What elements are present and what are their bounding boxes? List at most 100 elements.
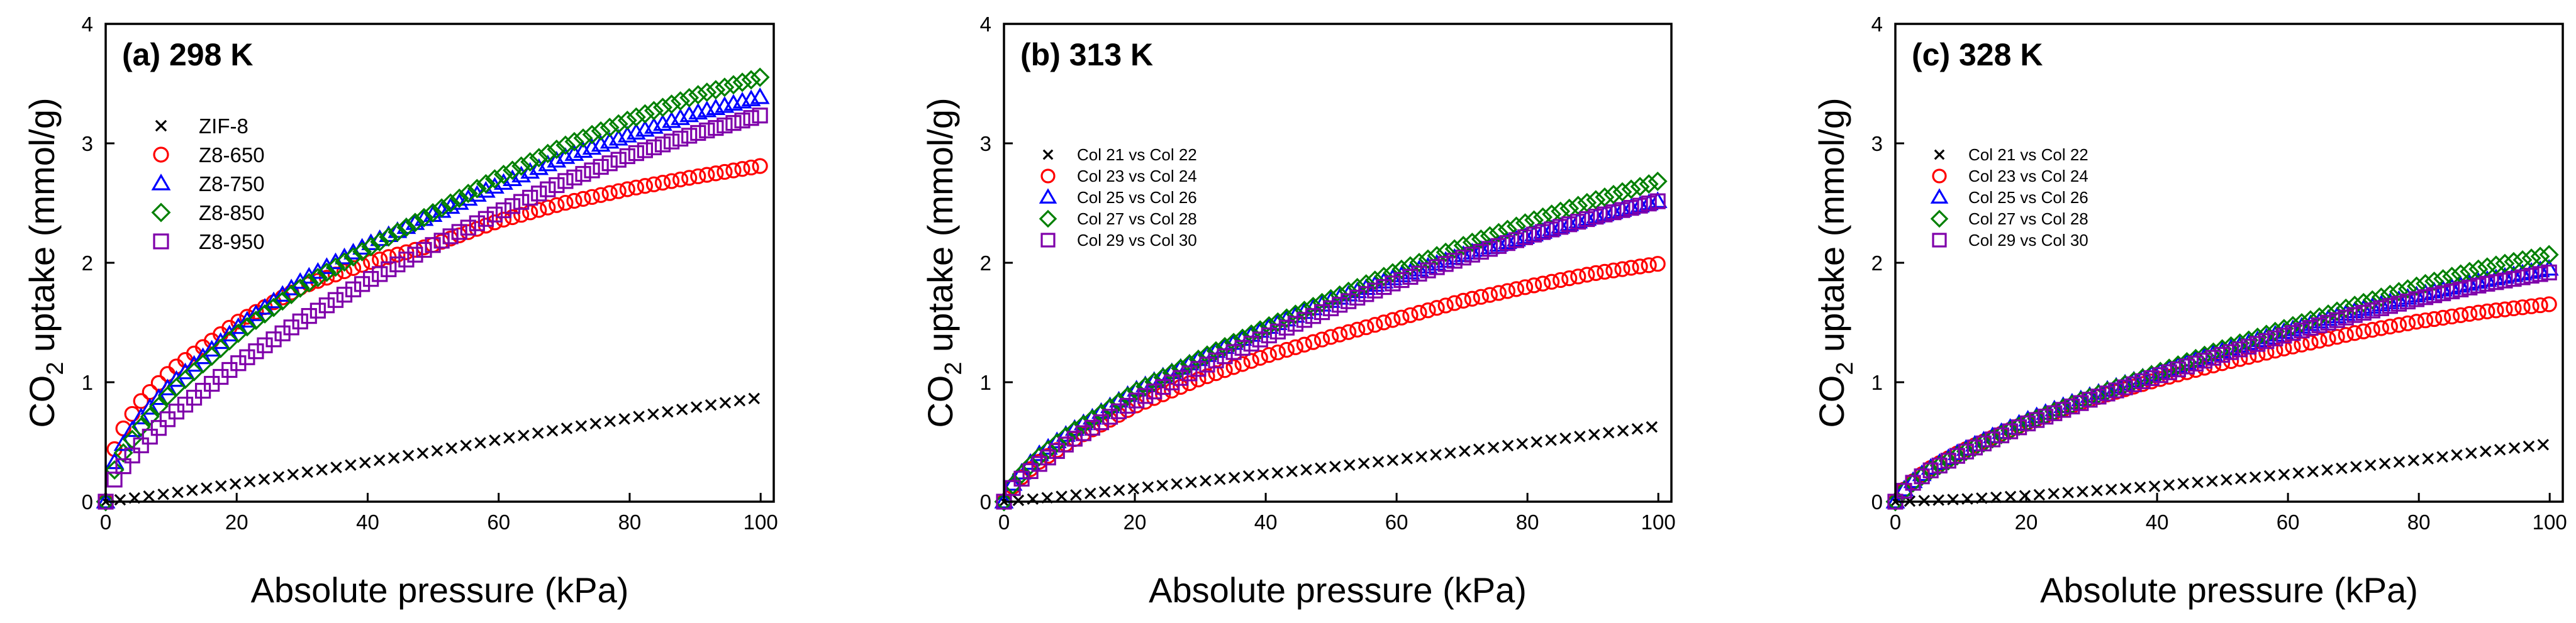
legend-label: Col 25 vs Col 26 <box>1968 188 2088 207</box>
data-point <box>449 188 469 208</box>
data-point <box>1561 270 1578 287</box>
legend-label: Col 25 vs Col 26 <box>1077 188 1197 207</box>
data-point <box>2345 295 2365 316</box>
legend-label: Col 27 vs Col 28 <box>1968 209 2088 228</box>
data-point <box>1649 256 1666 272</box>
plot-area <box>96 67 770 512</box>
data-point <box>518 429 530 441</box>
data-point <box>359 456 371 469</box>
y-axis-label: CO2 uptake (mmol/g) <box>920 97 967 427</box>
data-point <box>1966 439 1983 456</box>
data-point <box>555 135 576 155</box>
data-point <box>637 178 654 194</box>
data-point <box>258 473 270 485</box>
data-point <box>723 75 744 95</box>
data-point <box>2204 342 2223 362</box>
data-point <box>451 224 467 240</box>
data-point <box>752 108 768 124</box>
data-point <box>1459 445 1471 457</box>
data-point <box>467 179 487 199</box>
y-tick-label: 0 <box>82 490 93 514</box>
data-point <box>2048 488 2060 500</box>
data-point <box>1217 348 1233 365</box>
data-point <box>2541 264 2557 280</box>
data-point <box>106 471 123 488</box>
legend: Col 21 vs Col 22 Col 23 vs Col 24 Col 25 v… <box>1930 145 2088 250</box>
data-point <box>2267 330 2283 346</box>
data-point <box>1481 287 1498 303</box>
data-point <box>2285 325 2301 341</box>
data-point <box>361 236 381 256</box>
data-point <box>1339 281 1359 301</box>
data-point <box>604 415 616 427</box>
data-point <box>1949 448 1965 464</box>
x-tick-label: 0 <box>1890 510 1901 534</box>
data-point <box>1287 316 1304 332</box>
data-point <box>557 173 574 189</box>
data-point <box>1285 304 1305 324</box>
data-point <box>325 257 345 277</box>
data-point <box>566 169 583 185</box>
data-point <box>1056 426 1076 446</box>
data-point <box>2064 398 2080 415</box>
data-point <box>2195 345 2214 365</box>
data-point <box>2105 483 2117 495</box>
data-point <box>1446 253 1463 269</box>
data-point <box>131 417 151 437</box>
data-point <box>1385 275 1401 292</box>
data-point <box>1488 223 1508 243</box>
data-point <box>1579 267 1595 283</box>
data-point <box>2234 472 2247 485</box>
data-point <box>1206 341 1226 361</box>
y-axis-label: CO2 uptake (mmol/g) <box>1812 97 1858 427</box>
data-point <box>372 266 388 282</box>
data-point <box>2196 353 2213 369</box>
data-point <box>2178 358 2195 375</box>
data-point <box>2373 320 2389 336</box>
data-point <box>2170 361 2186 378</box>
data-point <box>1525 226 1542 243</box>
data-point <box>546 424 559 437</box>
data-point <box>1391 259 1412 279</box>
data-point <box>495 202 512 219</box>
data-point <box>2494 444 2506 456</box>
data-point <box>363 271 379 287</box>
data-point <box>2046 405 2063 421</box>
data-point <box>1217 362 1233 378</box>
data-point <box>1313 304 1330 321</box>
data-point <box>1502 439 1514 452</box>
data-point <box>474 437 486 449</box>
data-point <box>1269 344 1286 361</box>
data-point <box>1471 229 1491 249</box>
data-point <box>593 187 609 203</box>
data-point <box>2038 409 2054 425</box>
data-point <box>2426 287 2443 304</box>
data-point <box>388 452 400 464</box>
legend-label: Col 23 vs Col 24 <box>1077 167 1197 185</box>
data-point <box>994 492 1014 509</box>
data-point <box>1894 479 1914 497</box>
data-point <box>104 452 125 470</box>
data-point <box>2399 315 2416 331</box>
data-point <box>124 405 140 422</box>
data-point <box>671 91 691 111</box>
data-point <box>1305 334 1322 350</box>
y-label-main: CO <box>920 375 960 428</box>
data-point <box>1228 471 1241 484</box>
data-point <box>1383 263 1403 283</box>
data-point <box>573 128 593 148</box>
data-point <box>2148 480 2161 492</box>
data-point <box>513 194 530 210</box>
data-point <box>1276 308 1296 328</box>
data-point <box>1621 179 1641 199</box>
data-point <box>2097 381 2117 401</box>
data-point <box>1579 211 1595 228</box>
data-point <box>2302 319 2319 336</box>
data-point <box>1296 312 1313 328</box>
data-point <box>124 447 140 464</box>
data-point <box>1367 282 1383 299</box>
data-point <box>2488 302 2504 319</box>
y-label-subscript: 2 <box>1832 362 1858 375</box>
data-point <box>1268 312 1288 332</box>
